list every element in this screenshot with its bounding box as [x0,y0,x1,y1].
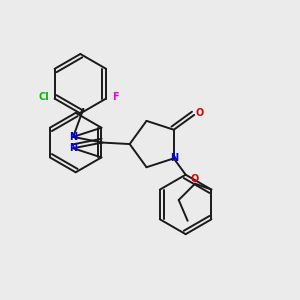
Text: N: N [170,153,178,164]
Text: N: N [69,143,77,153]
Text: O: O [195,108,204,118]
Text: Cl: Cl [39,92,50,102]
Text: F: F [112,92,118,102]
Text: N: N [69,132,77,142]
Text: O: O [191,174,199,184]
